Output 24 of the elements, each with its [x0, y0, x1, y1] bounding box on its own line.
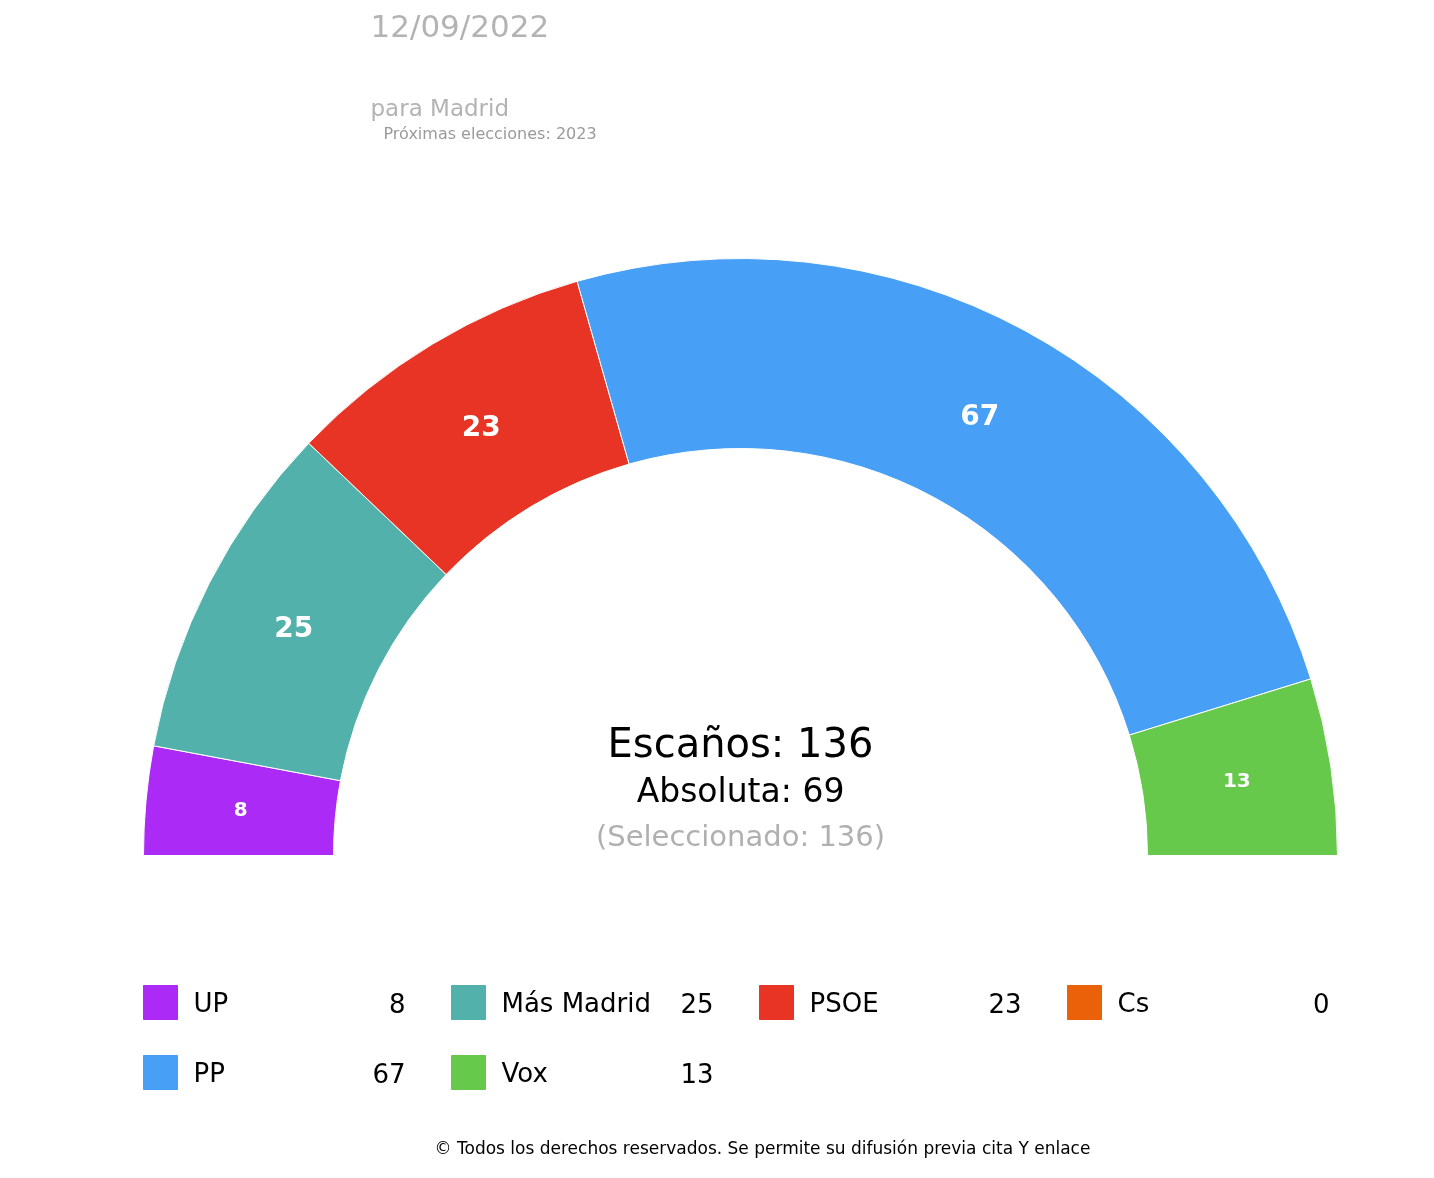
legend-label: PP [193, 1057, 225, 1088]
data-label: 23 [461, 410, 501, 444]
legend-label: UP [193, 987, 229, 1018]
text: 13 [680, 1058, 714, 1089]
chart-subtitle: para Madrid [370, 94, 510, 121]
data-label: 8 [233, 797, 248, 822]
legend-label: PSOE [809, 987, 879, 1018]
data-label: 25 [274, 611, 314, 645]
legend-label: Cs [1117, 987, 1150, 1018]
text: Escaños: 136 [607, 719, 874, 766]
text: 25 [680, 988, 714, 1019]
data-label: 67 [960, 398, 1000, 432]
text: Absoluta: 69 [636, 771, 845, 810]
text: 8 [388, 988, 406, 1019]
text: 23 [988, 988, 1022, 1019]
text: © Todos los derechos reservados. Se permite su difusión previa cita Y enlace [434, 1137, 1091, 1158]
text: (Seleccionado: 136) [595, 818, 886, 853]
legend-label: Vox [501, 1057, 548, 1088]
legend-label: Más Madrid [501, 987, 651, 1018]
text: Próximas elecciones: 2023 [383, 124, 597, 143]
text: 0 [1312, 988, 1330, 1019]
chart-title: 12/09/2022 [370, 7, 550, 44]
data-label: 13 [1222, 768, 1251, 793]
text: 67 [372, 1058, 406, 1089]
